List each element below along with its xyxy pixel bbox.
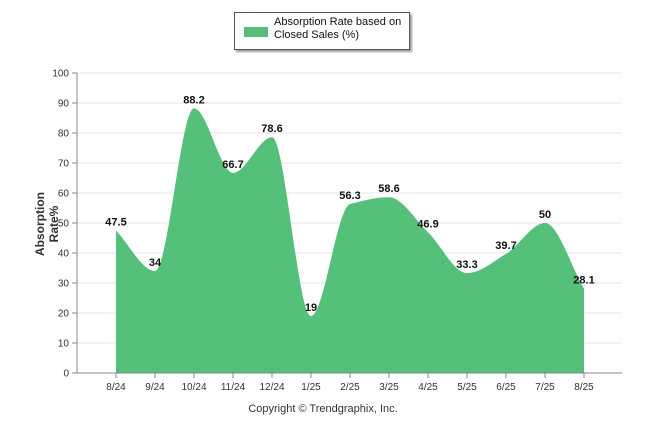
y-tick-label-0: 0	[63, 369, 69, 380]
data-label-10/24: 88.2	[183, 94, 204, 106]
data-label-7/25: 50	[539, 209, 551, 221]
data-labels: 47.5 34 88.2 66.7 78.6 19 56.3 58.6 46.9 33.3 39.7…	[105, 94, 594, 314]
data-label-8/25: 28.1	[573, 275, 594, 287]
x-tick-label: 9/24	[145, 382, 165, 393]
y-tick-label-30: 30	[58, 279, 70, 290]
x-axis-ticks: 8/24 9/24 10/24 11/24 12/24 1/25 2/25 3/25 4/25 5…	[106, 373, 594, 393]
legend-label: Absorption Rate based on Closed Sales (%…	[274, 16, 408, 42]
legend-label-line-2: Closed Sales (%)	[274, 29, 359, 41]
y-tick-label-90: 90	[58, 99, 70, 110]
data-label-1/25: 19	[305, 302, 317, 314]
y-tick-label-50: 50	[58, 219, 70, 230]
series-area	[116, 108, 584, 374]
y-tick-label-100: 100	[52, 69, 69, 80]
data-label-9/24: 34	[149, 257, 162, 269]
data-label-3/25: 58.6	[378, 183, 399, 195]
data-label-12/24: 78.6	[261, 123, 282, 135]
y-tick-label-70: 70	[58, 159, 70, 170]
data-label-11/24: 66.7	[222, 159, 243, 171]
legend-label-line-1: Absorption Rate based on	[274, 16, 402, 28]
legend: Absorption Rate based on Closed Sales (%…	[234, 12, 410, 50]
data-label-2/25: 56.3	[339, 190, 360, 202]
data-label-5/25: 33.3	[456, 259, 477, 271]
x-tick-label: 5/25	[457, 382, 477, 393]
x-tick-label: 3/25	[379, 382, 399, 393]
x-tick-label: 8/24	[106, 382, 126, 393]
x-tick-label: 6/25	[496, 382, 516, 393]
y-axis-title: Absorption Rate%	[33, 192, 61, 256]
area-series	[115, 108, 585, 374]
y-tick-label-40: 40	[58, 249, 70, 260]
x-tick-label: 7/25	[535, 382, 555, 393]
x-tick-label: 1/25	[301, 382, 321, 393]
x-tick-label: 11/24	[221, 382, 246, 393]
copyright-text: Copyright © Trendgraphix, Inc.	[248, 403, 398, 415]
x-tick-label: 10/24	[181, 382, 206, 393]
x-tick-label: 8/25	[574, 382, 594, 393]
y-tick-label-80: 80	[58, 129, 70, 140]
data-label-4/25: 46.9	[417, 218, 438, 230]
data-label-6/25: 39.7	[495, 240, 516, 252]
x-tick-label: 2/25	[340, 382, 360, 393]
x-tick-label: 12/24	[259, 382, 284, 393]
x-tick-label: 4/25	[418, 382, 438, 393]
data-label-8/24: 47.5	[105, 217, 126, 229]
y-tick-label-20: 20	[58, 309, 70, 320]
y-axis-ticks: 0 10 20 30 40 50 60 70 80 90 100	[52, 69, 77, 380]
y-tick-label-60: 60	[58, 189, 70, 200]
y-tick-label-10: 10	[58, 339, 70, 350]
legend-swatch	[244, 27, 268, 37]
